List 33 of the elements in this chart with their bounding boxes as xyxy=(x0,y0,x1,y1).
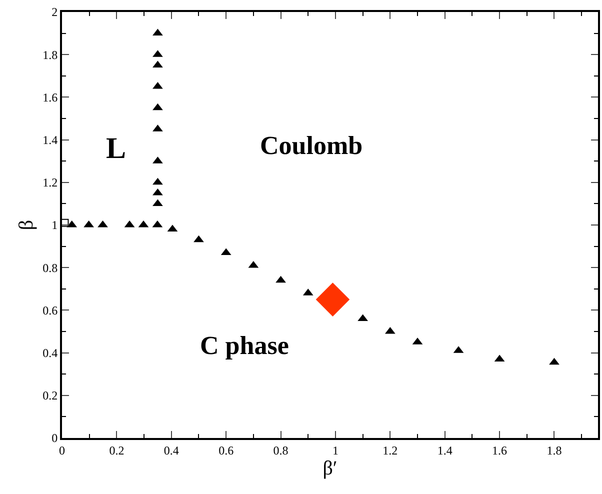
x-axis-title: β′ xyxy=(322,457,338,480)
x-tick-label: 1.4 xyxy=(437,443,452,458)
x-tick-label: 0.8 xyxy=(273,443,288,458)
y-axis-title: β xyxy=(16,220,38,230)
y-tick-label: 0.4 xyxy=(42,346,58,360)
x-tick-label: 0.6 xyxy=(218,443,234,458)
x-tick-label: 0.2 xyxy=(109,443,124,458)
x-tick-label: 1.6 xyxy=(492,443,508,458)
annotation: L xyxy=(106,132,126,165)
point xyxy=(276,276,286,283)
y-tick-label: 1.6 xyxy=(42,90,58,104)
point xyxy=(152,28,163,36)
y-tick-label: 1 xyxy=(52,218,58,232)
y-tick-label: 0.6 xyxy=(42,303,58,318)
y-tick-label: 1.4 xyxy=(42,133,58,147)
y-tick-label: 1.8 xyxy=(42,48,58,62)
x-tick-label: 1 xyxy=(332,443,338,458)
y-tick-label: 0.8 xyxy=(42,260,58,275)
annotation: C phase xyxy=(200,331,289,360)
x-tick-label: 1.2 xyxy=(382,443,398,458)
x-tick-label: 0.4 xyxy=(164,443,179,458)
x-tick-label: 1.8 xyxy=(546,443,562,458)
y-tick-label: 0.2 xyxy=(42,388,58,403)
point xyxy=(549,358,560,365)
annotation: Coulomb xyxy=(260,131,363,160)
y-tick-label: 2 xyxy=(52,5,58,20)
y-tick-label: 1.2 xyxy=(42,176,58,190)
point xyxy=(152,103,163,110)
point xyxy=(194,235,204,242)
y-tick-label: 0 xyxy=(52,431,58,446)
point xyxy=(152,178,163,185)
point xyxy=(316,282,350,316)
point xyxy=(62,218,69,227)
